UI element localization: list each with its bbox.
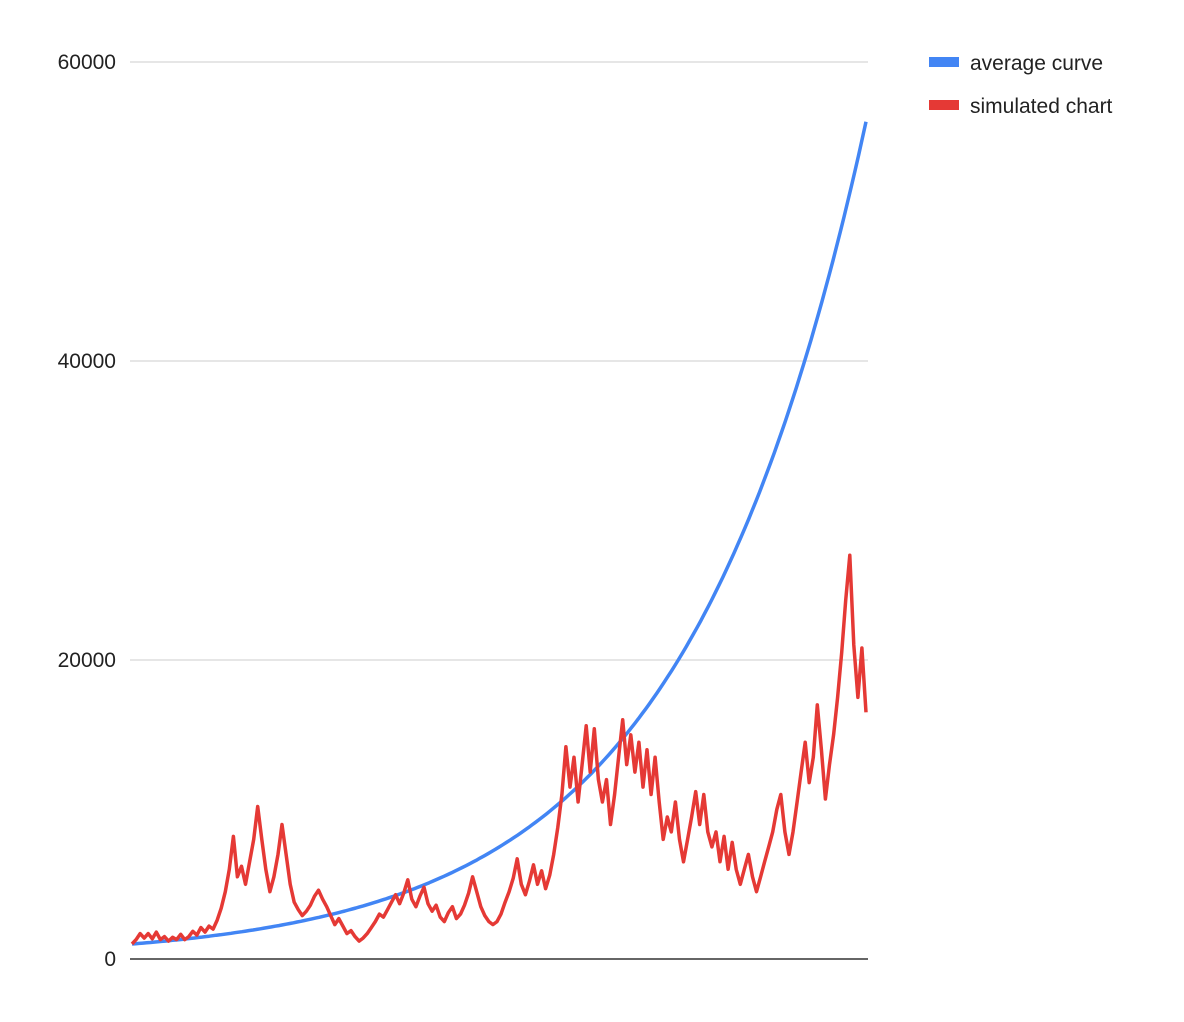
legend-label: simulated chart xyxy=(970,95,1113,118)
y-axis-ticks: 0 20000 40000 60000 xyxy=(58,51,116,971)
series-average-curve xyxy=(131,121,868,946)
y-tick-label: 0 xyxy=(104,948,116,971)
legend-label: average curve xyxy=(970,52,1103,75)
gridlines xyxy=(130,61,868,661)
y-tick-label: 60000 xyxy=(58,51,116,74)
series-simulated-chart xyxy=(130,553,868,946)
legend-swatch xyxy=(929,100,959,110)
series-lines xyxy=(130,121,868,946)
legend: average curve simulated chart xyxy=(929,52,1113,118)
y-tick-label: 40000 xyxy=(58,350,116,373)
legend-swatch xyxy=(929,57,959,67)
y-tick-label: 20000 xyxy=(58,649,116,672)
